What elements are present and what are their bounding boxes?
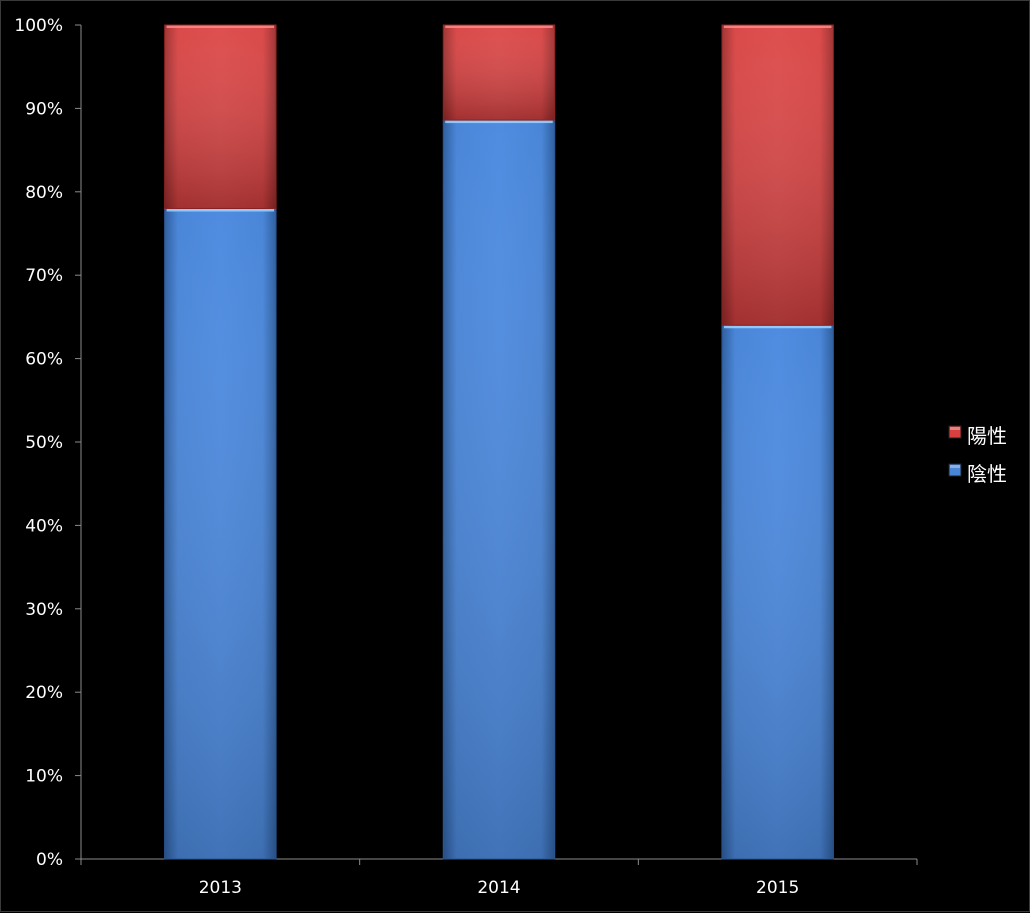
y-tick-label: 10% — [25, 767, 63, 787]
legend-swatch-highlight — [950, 427, 960, 430]
bar-segment-positive — [164, 24, 277, 209]
legend-swatch — [948, 463, 962, 477]
y-tick-label: 60% — [25, 350, 63, 370]
legend-entry: 陰性 — [948, 462, 1007, 486]
legend-swatch — [948, 425, 962, 439]
bar-segment-positive — [442, 24, 556, 121]
y-tick-label: 30% — [25, 600, 63, 620]
bar-shade — [443, 25, 555, 121]
bar-segment-negative — [721, 324, 834, 860]
y-tick-label: 90% — [25, 99, 63, 119]
x-tick-label: 2015 — [756, 878, 799, 898]
bar-shade — [164, 208, 277, 860]
bar-top-highlight — [166, 208, 275, 212]
y-tick-label: 40% — [25, 516, 63, 536]
bar-segment-negative — [442, 119, 556, 860]
legend-label: 陰性 — [967, 462, 1007, 486]
y-tick-label: 0% — [36, 850, 63, 870]
bar-top-highlight — [723, 25, 832, 28]
x-tick-label: 2013 — [199, 878, 242, 898]
y-tick-label: 70% — [25, 266, 63, 286]
legend-label: 陽性 — [967, 424, 1007, 448]
tick-labels: 0% 10% 20% 30% 40% 50% 60% 70% 80% 90% 100% 2013 201… — [14, 16, 799, 898]
bar-shade — [721, 25, 834, 326]
bar-top-highlight — [723, 325, 832, 329]
bar-shade — [164, 25, 277, 209]
y-tick-label: 20% — [25, 683, 63, 703]
bar-outline — [442, 24, 556, 121]
bar-segment-positive — [721, 24, 834, 326]
bar-top-highlight — [166, 25, 275, 28]
bar-shade — [443, 120, 555, 860]
y-tick-label: 100% — [14, 16, 63, 36]
legend-entry: 陽性 — [948, 424, 1007, 448]
bar-segment-negative — [164, 207, 277, 860]
y-tick-label: 50% — [25, 433, 63, 453]
bar-shade — [721, 325, 834, 859]
bar-top-highlight — [445, 25, 553, 28]
bars — [164, 24, 834, 860]
legend-swatch-highlight — [950, 465, 960, 468]
y-tick-label: 80% — [25, 183, 63, 203]
bar-outline — [164, 24, 277, 209]
bar-top-highlight — [445, 120, 553, 124]
x-tick-label: 2014 — [477, 878, 520, 898]
bar-outline — [721, 24, 834, 326]
